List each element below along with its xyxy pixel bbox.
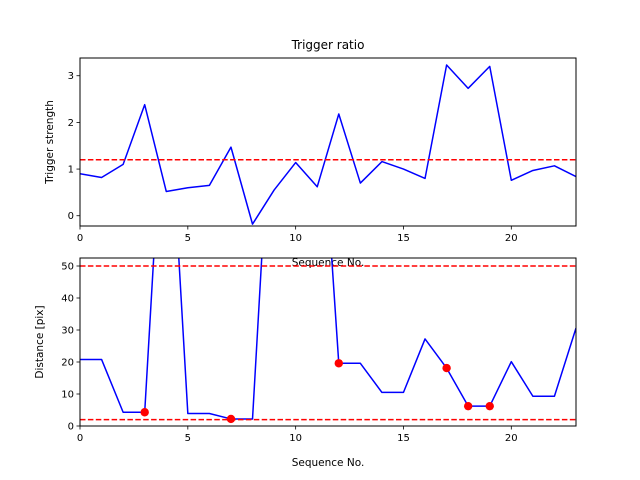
y-tick-label: 30	[61, 326, 74, 337]
chart-title: Trigger ratio	[291, 38, 365, 52]
y-tick-label: 20	[61, 358, 74, 369]
x-tick-label: 20	[505, 433, 518, 444]
data-point-marker	[442, 364, 450, 372]
x-tick-label: 15	[397, 233, 410, 244]
y-axis-label: Trigger strength	[44, 100, 56, 185]
y-tick-label: 2	[68, 118, 74, 129]
data-point-marker	[140, 408, 148, 416]
x-tick-label: 10	[289, 433, 302, 444]
y-tick-label: 0	[68, 211, 74, 222]
x-tick-label: 0	[77, 233, 83, 244]
x-tick-label: 5	[185, 233, 191, 244]
y-tick-label: 1	[68, 165, 74, 176]
y-tick-label: 10	[61, 390, 74, 401]
x-tick-label: 0	[77, 433, 83, 444]
data-point-marker	[227, 415, 235, 423]
y-tick-label: 3	[68, 71, 74, 82]
data-point-marker	[486, 402, 494, 410]
x-tick-label: 15	[397, 433, 410, 444]
x-tick-label: 10	[289, 233, 302, 244]
y-tick-label: 40	[61, 294, 74, 305]
y-tick-label: 50	[61, 262, 74, 273]
x-tick-label: 20	[505, 233, 518, 244]
x-tick-label: 5	[185, 433, 191, 444]
y-axis-label: Distance [pix]	[34, 305, 46, 378]
x-axis-label: Sequence No.	[292, 457, 365, 469]
y-tick-label: 0	[68, 422, 74, 433]
data-point-marker	[335, 359, 343, 367]
x-axis-label: Sequence No.	[292, 257, 365, 269]
data-point-marker	[464, 402, 472, 410]
